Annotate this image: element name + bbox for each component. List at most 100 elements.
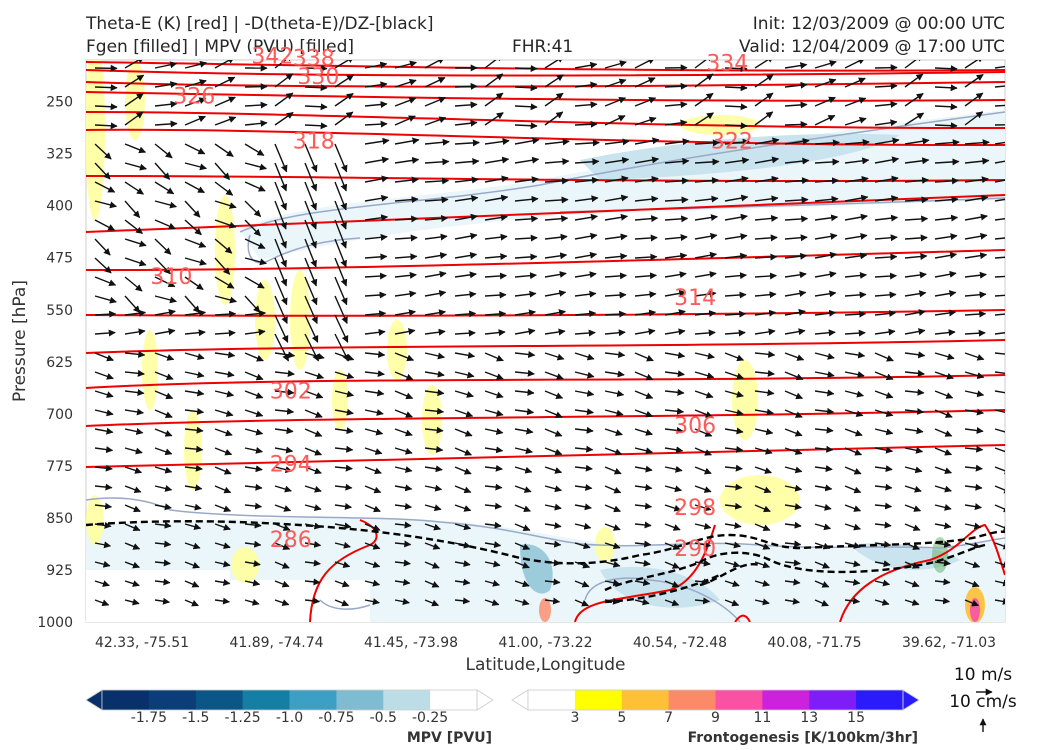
wind-vector [454, 409, 474, 418]
colorbars: -1.75 -1.5 -1.25 -1.0 -0.75 -0.5 -0.25 3 5 7 9 11 13… [85, 689, 920, 746]
wind-vector [94, 599, 110, 607]
wind-vector [244, 162, 267, 171]
wind-vector [964, 291, 987, 299]
wind-vector [784, 597, 800, 605]
wind-vector [694, 485, 712, 493]
wind-vector [694, 371, 715, 380]
wind-vector [454, 310, 477, 318]
wind-vector [634, 253, 658, 261]
wind-vector [574, 445, 594, 453]
wind-vector [454, 485, 472, 494]
wind-vector [844, 157, 870, 165]
wind-vector [124, 485, 142, 494]
wind-vector [754, 350, 776, 358]
fgen-colorbar-tick-label: 5 [617, 710, 626, 726]
wind-vector [214, 523, 231, 531]
wind-vector [844, 138, 870, 146]
reference-horizontal-label: 10 m/s [954, 665, 1012, 685]
wind-vector [514, 523, 531, 531]
wind-vector [964, 408, 984, 416]
wind-vector [604, 310, 627, 318]
wind-vector [514, 580, 530, 588]
wind-vector [514, 561, 530, 569]
wind-vector [274, 580, 290, 588]
theta-e-label: 290 [674, 537, 716, 562]
wind-vector [334, 314, 349, 343]
wind-vector [334, 502, 352, 510]
wind-vector [934, 578, 951, 586]
wind-vector [334, 427, 354, 435]
wind-vector [904, 466, 923, 474]
wind-vector [844, 523, 861, 531]
wind-vector [784, 559, 801, 567]
wind-vector [364, 194, 389, 202]
wind-vector [904, 196, 929, 204]
wind-vector [784, 540, 802, 548]
wind-vector [964, 232, 988, 240]
wind-vector [154, 238, 172, 255]
wind-vector [364, 233, 388, 241]
fgen-fill-8 [142, 330, 158, 410]
wind-vector [814, 78, 837, 88]
wind-vector [124, 447, 143, 455]
wind-vector [574, 158, 600, 166]
wind-vector [394, 409, 413, 418]
mpv-colorbar-swatch [195, 690, 244, 710]
wind-vector [994, 313, 1005, 316]
wind-vector [754, 291, 777, 299]
wind-vector [184, 561, 200, 569]
wind-vector [394, 328, 416, 335]
wind-vector [274, 276, 288, 306]
wind-vector [634, 116, 657, 126]
wind-vector [394, 309, 416, 317]
wind-vector [574, 139, 600, 147]
wind-vector [514, 369, 535, 377]
wind-vector [574, 195, 599, 203]
wind-vector [574, 81, 598, 89]
theta-e-label: 342 [251, 44, 293, 69]
fgen-colorbar-swatch [856, 690, 904, 710]
wind-vector [724, 65, 748, 73]
wind-vector [724, 291, 747, 299]
wind-vector [994, 217, 1005, 221]
wind-vector [304, 64, 328, 72]
wind-vector [154, 485, 173, 492]
wind-vector [274, 351, 296, 359]
wind-vector [454, 504, 472, 512]
wind-vector [154, 428, 173, 437]
wind-vector [784, 252, 808, 260]
wind-vector [844, 60, 866, 69]
wind-vector [994, 294, 1005, 297]
wind-vector [334, 181, 347, 211]
theta-e-label: 322 [711, 130, 753, 155]
wind-vector [694, 290, 717, 298]
wind-vector [844, 409, 864, 418]
wind-vector [304, 314, 319, 343]
wind-vector [124, 276, 143, 292]
fgen-fill-7 [332, 370, 348, 430]
wind-vector [484, 291, 507, 299]
wind-vector [454, 560, 471, 568]
wind-vector [184, 371, 205, 379]
mpv-colorbar-tick-label: -1.25 [224, 710, 260, 726]
wind-vector [514, 328, 536, 336]
fgen-colorbar-swatch [574, 690, 623, 710]
wind-vector [964, 445, 984, 453]
wind-vector [334, 295, 348, 325]
fgen-colorbar-tick-label: 11 [753, 710, 771, 726]
wind-vector [994, 409, 1005, 413]
wind-vector [754, 328, 776, 336]
wind-vector [814, 352, 835, 360]
wind-vector [94, 295, 117, 304]
wind-vector [244, 446, 263, 454]
wind-vector [244, 465, 263, 473]
wind-vector [394, 540, 412, 548]
wind-vector [514, 103, 538, 111]
wind-vector [544, 92, 564, 107]
wind-vector [184, 580, 200, 588]
wind-vector [454, 597, 471, 605]
wind-vector [244, 409, 264, 418]
fgen-fill-0 [86, 60, 105, 220]
wind-vector [394, 253, 418, 261]
wind-vector [154, 200, 177, 209]
